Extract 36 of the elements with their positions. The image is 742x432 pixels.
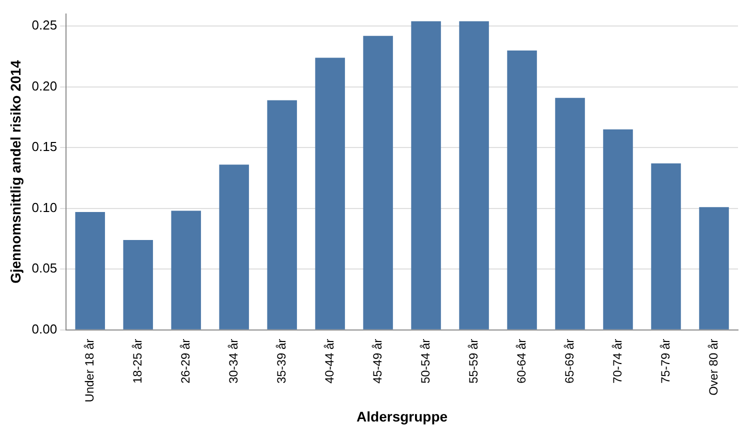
y-tick-label: 0.05 [32,260,58,276]
bar [411,21,441,330]
x-tick-label: 75-79 år [658,338,672,384]
y-tick-label: 0.25 [32,18,58,33]
x-tick-label: 26-29 år [178,338,192,384]
bar [459,21,489,330]
bar [75,212,105,330]
bar [363,36,393,330]
x-tick-label: 35-39 år [274,338,288,384]
y-axis-title: Gjennomsnittlig andel risiko 2014 [7,60,24,284]
bar [651,163,681,330]
bar [699,207,729,330]
x-tick-label: 50-54 år [418,338,432,384]
x-tick-label: 65-69 år [562,338,576,384]
bar [555,98,585,330]
bar [219,164,249,330]
bar [603,129,633,330]
bar [507,50,537,330]
bar [315,58,345,330]
x-tick-label: 40-44 år [322,338,336,384]
x-tick-label: 70-74 år [610,338,624,384]
x-tick-label: 30-34 år [226,338,240,384]
x-tick-label: Over 80 år [706,338,720,396]
x-tick-label: 45-49 år [370,338,384,384]
x-tick-label: Under 18 år [82,338,96,402]
x-tick-label: 60-64 år [514,338,528,384]
y-tick-label: 0.00 [32,321,58,336]
x-axis-title: Aldersgruppe [356,408,448,424]
y-tick-label: 0.20 [32,78,58,94]
x-tick-label: 18-25 år [130,338,144,384]
x-tick-label: 55-59 år [466,338,480,384]
bar [123,240,153,330]
bar [171,210,201,330]
bar [267,100,297,330]
y-tick-label: 0.10 [32,200,58,215]
y-tick-label: 0.15 [32,139,58,154]
